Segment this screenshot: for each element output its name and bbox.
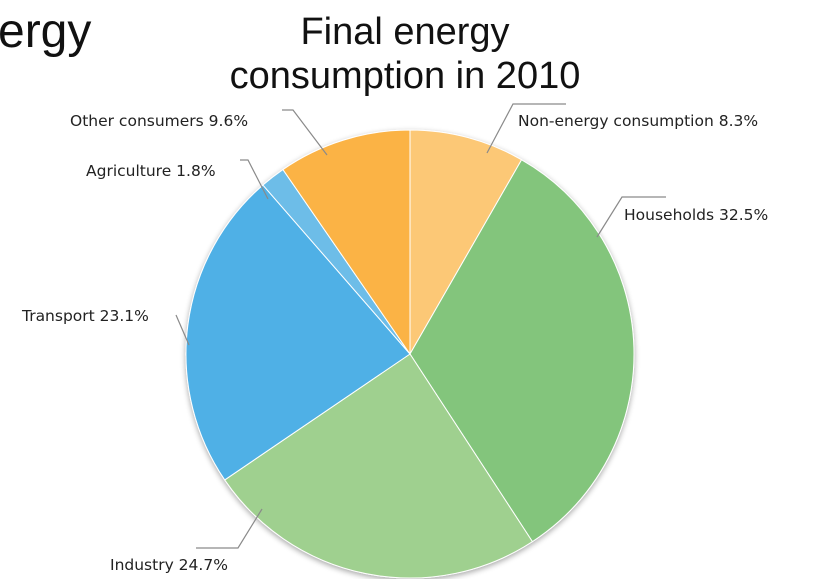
slice-label-households: Households 32.5% [624, 206, 768, 224]
slice-label-agriculture: Agriculture 1.8% [86, 162, 216, 180]
pie-slice-other-consumers [282, 129, 411, 356]
leader-line-transport [175, 314, 190, 346]
chart-title-line-1: Final energy [300, 11, 510, 53]
leader-line-industry [196, 508, 263, 549]
slice-label-non-energy-consumption: Non-energy consumption 8.3% [518, 112, 758, 130]
chart-title-line-2: consumption in 2010 [229, 55, 581, 97]
pie-slice-transport [185, 184, 411, 481]
slice-label-other-consumers: Other consumers 9.6% [70, 112, 248, 130]
pie-slice-non-energy-consumption [409, 129, 523, 356]
slice-label-industry: Industry 24.7% [110, 556, 228, 574]
pie-slices [185, 129, 635, 579]
leader-lines [175, 103, 666, 549]
pie-slice-households [409, 159, 635, 543]
slice-label-transport: Transport 23.1% [21, 307, 149, 325]
slice-labels: Non-energy consumption 8.3% Households 32… [21, 112, 768, 574]
pie-slice-industry [224, 353, 534, 579]
leader-line-non-energy-consumption [486, 103, 566, 154]
leader-line-households [596, 196, 666, 238]
leader-line-agriculture [240, 159, 269, 200]
slide-heading-fragment: ergy [0, 5, 92, 58]
chart-title: Final energy consumption in 2010 [175, 10, 635, 98]
leader-line-other-consumers [282, 109, 328, 156]
